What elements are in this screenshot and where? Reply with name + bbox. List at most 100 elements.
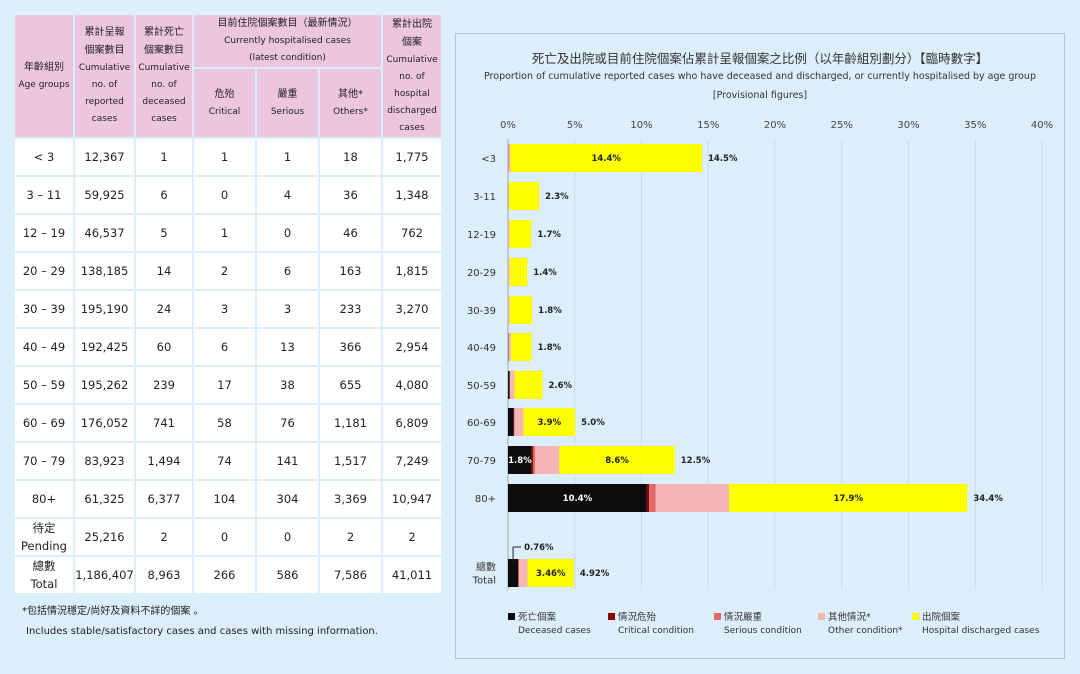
table-cell: 0 <box>257 519 318 555</box>
header-discharged: 累計出院 個案 Cumulative no. of hospital discharged… <box>383 15 441 137</box>
table-cell: 20 – 29 <box>15 253 73 289</box>
legend-label-zh: 死亡個案 <box>518 612 557 623</box>
bar-segment-other <box>519 559 528 587</box>
footnote: *包括情況穩定/尚好及資料不詳的個案 。 Includes stable/sat… <box>22 602 378 642</box>
bar-segment-serious <box>532 446 536 474</box>
legend-swatch <box>912 613 919 620</box>
table-row: 40 – 49 192,425 60 6 13 366 2,954 <box>15 329 441 365</box>
bar-segment-discharged <box>509 220 532 248</box>
table-cell: 0 <box>194 177 255 213</box>
x-tick-label: 25% <box>831 120 853 131</box>
category-label: 40-49 <box>467 343 496 354</box>
table-cell: 0 <box>257 215 318 251</box>
x-tick-label: 0% <box>500 120 516 131</box>
data-label-total: 2.3% <box>545 192 569 202</box>
bar-segment-other <box>535 446 560 474</box>
bar-segment-discharged <box>514 371 543 399</box>
table-row: 80+ 61,325 6,377 104 304 3,369 10,947 <box>15 481 441 517</box>
x-tick-label: 20% <box>764 120 786 131</box>
data-label-discharged: 3.9% <box>538 418 562 428</box>
table-cell: 1,186,407 <box>75 557 134 593</box>
table-cell: 76 <box>257 405 318 441</box>
table-cell: 40 – 49 <box>15 329 73 365</box>
bar-segment-deceased <box>508 371 510 399</box>
table-cell: 163 <box>320 253 381 289</box>
table-cell: 38 <box>257 367 318 403</box>
table-cell: 2 <box>194 253 255 289</box>
data-label-discharged: 17.9% <box>833 494 863 504</box>
bar-segment-other <box>510 371 515 399</box>
data-label-total: 12.5% <box>681 456 711 466</box>
bar-segment-discharged <box>509 182 540 210</box>
table-cell: 1,815 <box>383 253 441 289</box>
table-row: 60 – 69 176,052 741 58 76 1,181 6,809 <box>15 405 441 441</box>
table-cell: 4 <box>257 177 318 213</box>
table-cell: 104 <box>194 481 255 517</box>
bar-segment-serious <box>649 484 656 512</box>
table-cell: 195,262 <box>75 367 134 403</box>
legend-item-serious: 情況嚴重 Serious condition <box>714 609 802 636</box>
table-cell: 17 <box>194 367 255 403</box>
table-cell: 1 <box>194 139 255 175</box>
table-row: < 3 12,367 1 1 1 18 1,775 <box>15 139 441 175</box>
table-cell: 7,249 <box>383 443 441 479</box>
table-cell: 2 <box>383 519 441 555</box>
chart-subtitle: Proportion of cumulative reported cases … <box>484 71 1036 82</box>
table-cell: 6,809 <box>383 405 441 441</box>
table-cell: 24 <box>136 291 192 327</box>
data-label-total: 1.8% <box>538 343 562 353</box>
table-cell: 192,425 <box>75 329 134 365</box>
footnote-en: Includes stable/satisfactory cases and c… <box>26 626 378 637</box>
bar-segment-other <box>508 258 510 286</box>
table-cell: 1,181 <box>320 405 381 441</box>
data-label-total: 4.92% <box>580 569 610 579</box>
table-cell: 1 <box>194 215 255 251</box>
category-label: 70-79 <box>467 456 496 467</box>
table-cell: 762 <box>383 215 441 251</box>
table-cell: 80+ <box>15 481 73 517</box>
legend-item-discharged: 出院個案 Hospital discharged cases <box>912 609 1039 636</box>
legend-label-en: Serious condition <box>724 626 802 636</box>
table-cell: 10,947 <box>383 481 441 517</box>
table-cell: 14 <box>136 253 192 289</box>
table-cell: 總數 Total <box>15 557 73 593</box>
table-cell: 3,369 <box>320 481 381 517</box>
table-cell: 655 <box>320 367 381 403</box>
header-serious: 嚴重 Serious <box>257 69 318 137</box>
table-cell: 59,925 <box>75 177 134 213</box>
legend-swatch <box>608 613 615 620</box>
bar-segment-discharged <box>559 446 675 474</box>
bar-segment-discharged <box>523 408 576 436</box>
bar-segment-other <box>655 484 730 512</box>
table-cell: 266 <box>194 557 255 593</box>
table-cell: 25,216 <box>75 519 134 555</box>
legend-item-other: 其他情況* Other condition* <box>818 609 903 636</box>
header-critical: 危殆 Critical <box>194 69 255 137</box>
chart-panel: 死亡及出院或目前住院個案佔累計呈報個案之比例（以年齡組別劃分）【臨時數字】 Pr… <box>455 33 1065 659</box>
legend-label-zh: 出院個案 <box>922 612 961 623</box>
data-label-deceased: 10.4% <box>563 494 593 504</box>
category-label: 30-39 <box>467 306 496 317</box>
header-cumulative-deceased: 累計死亡 個案數目 Cumulative no. of deceased cases <box>136 15 192 137</box>
table-cell: 36 <box>320 177 381 213</box>
data-label-total: 1.4% <box>533 268 557 278</box>
table-cell: 2,954 <box>383 329 441 365</box>
table-cell: 4,080 <box>383 367 441 403</box>
table-cell: 741 <box>136 405 192 441</box>
table-cell: 46 <box>320 215 381 251</box>
legend-item-deceased: 死亡個案 Deceased cases <box>508 609 591 636</box>
table-cell: 3,270 <box>383 291 441 327</box>
table-cell: 195,190 <box>75 291 134 327</box>
bar-segment-other <box>508 333 512 361</box>
data-label-discharged: 3.46% <box>536 569 566 579</box>
data-label-discharged: 14.4% <box>591 154 621 164</box>
bar-segment-critical <box>531 446 533 474</box>
data-label-total: 34.4% <box>973 494 1003 504</box>
table-cell: 176,052 <box>75 405 134 441</box>
legend-label-zh: 情況嚴重 <box>724 612 763 623</box>
table-row: 12 – 19 46,537 5 1 0 46 762 <box>15 215 441 251</box>
bar-segment-deceased <box>508 408 514 436</box>
category-label: 50-59 <box>467 381 496 392</box>
bar-segment-discharged <box>510 144 702 172</box>
cases-table: 年齡組別 Age groups 累計呈報 個案數目 Cumulative no. of r… <box>13 13 443 595</box>
